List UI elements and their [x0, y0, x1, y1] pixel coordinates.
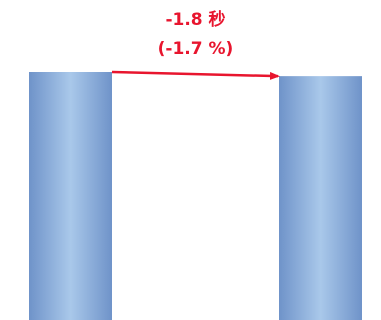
delta-arrow [111, 70, 280, 80]
delta-percent-label: (-1.7 %) [158, 39, 234, 59]
bar-2 [279, 76, 362, 320]
bars-group [29, 72, 362, 320]
bar-1 [29, 72, 112, 320]
delta-value-label: -1.8 秒 [165, 9, 225, 30]
